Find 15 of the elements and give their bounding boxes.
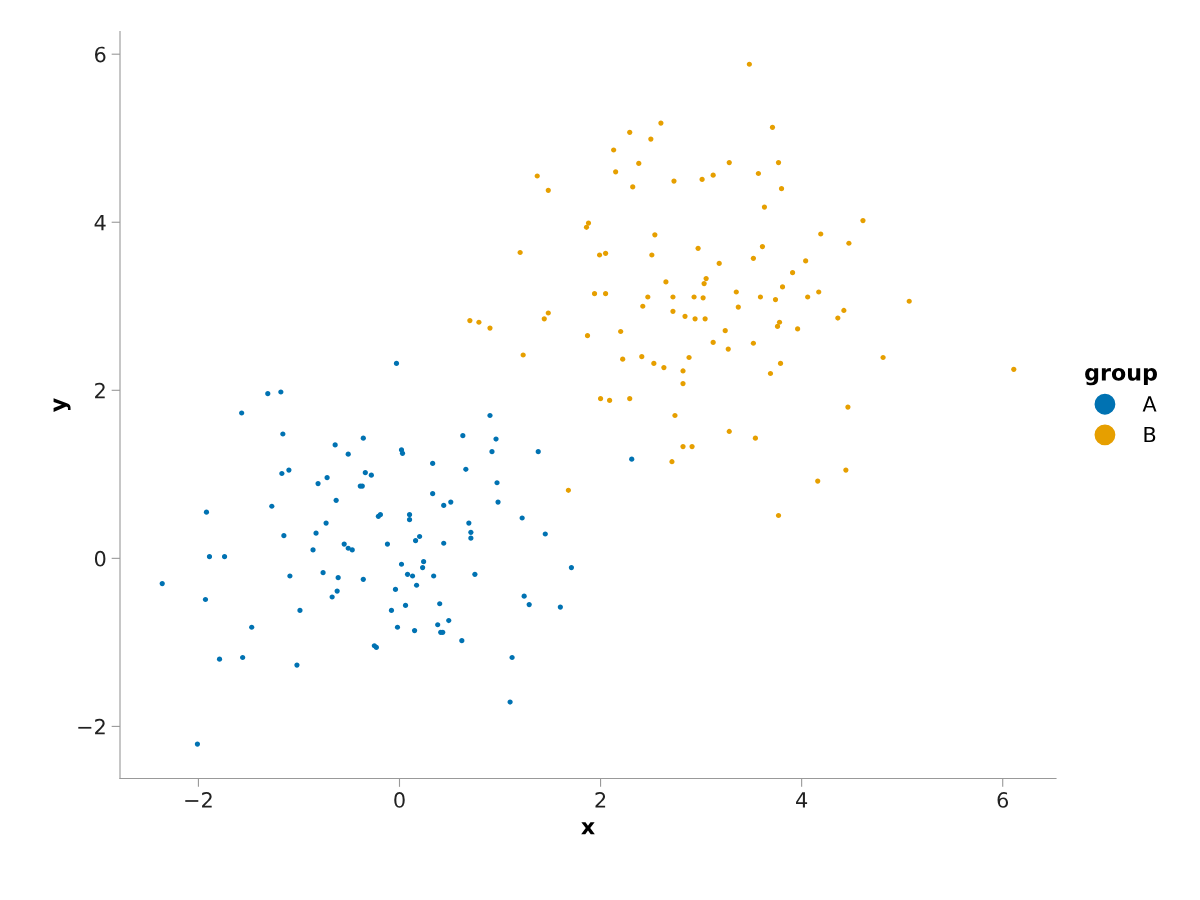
y-tick-label: 4 <box>94 214 106 231</box>
legend-label: B <box>1144 426 1156 443</box>
x-tick-label: 6 <box>997 792 1009 808</box>
y-tick-label: 0 <box>94 550 106 567</box>
x-tick-label: 0 <box>394 792 405 808</box>
x-tick-label: −2 <box>185 792 212 808</box>
y-tick-label: 2 <box>95 382 105 399</box>
legend-label: A <box>1142 396 1157 412</box>
legend-title: group <box>1085 368 1157 386</box>
y-tick-label: −2 <box>78 718 105 735</box>
y-tick-label: 6 <box>95 46 106 63</box>
x-tick-label: 2 <box>595 792 606 808</box>
x-tick-label: 4 <box>796 792 808 808</box>
y-axis-title: y <box>53 398 71 412</box>
x-axis-title: x <box>581 822 595 835</box>
